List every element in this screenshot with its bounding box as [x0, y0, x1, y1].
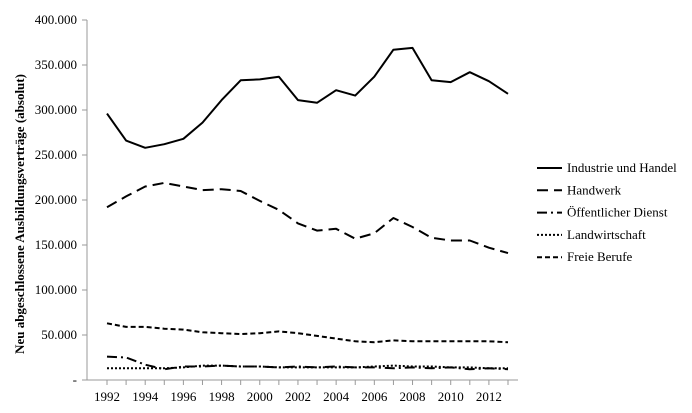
y-tick-label: 200.000 — [35, 192, 77, 207]
y-tick-label: 50.000 — [41, 327, 77, 342]
x-tick-label: 1994 — [132, 389, 159, 404]
x-tick-label: 2004 — [323, 389, 350, 404]
legend-label: Freie Berufe — [567, 249, 633, 264]
y-tick-label: 350.000 — [35, 57, 77, 72]
y-tick-label: - — [73, 372, 77, 387]
legend-label: Industrie und Handel — [567, 160, 677, 175]
legend-label: Handwerk — [567, 182, 622, 197]
x-tick-label: 1998 — [209, 389, 235, 404]
y-axis-title: Neu abgeschlossene Ausbildungsverträge (… — [12, 74, 27, 354]
x-tick-label: 2002 — [285, 389, 311, 404]
legend-label: Öffentlicher Dienst — [567, 205, 668, 220]
x-tick-label: 2008 — [400, 389, 426, 404]
x-tick-label: 1996 — [170, 389, 197, 404]
x-tick-label: 2010 — [438, 389, 464, 404]
x-tick-label: 2000 — [247, 389, 273, 404]
y-tick-label: 150.000 — [35, 237, 77, 252]
y-tick-label: 100.000 — [35, 282, 77, 297]
legend-label: Landwirtschaft — [567, 227, 646, 242]
y-tick-label: 250.000 — [35, 147, 77, 162]
series-line — [106, 181, 509, 255]
x-tick-label: 1992 — [94, 389, 120, 404]
plot-area: - 50.000 100.000 150.000 200.000 250.000 300.0… — [35, 12, 518, 404]
series-line — [106, 46, 509, 149]
series-line — [106, 322, 509, 344]
x-tick-label: 2006 — [361, 389, 388, 404]
x-tick-label: 2012 — [476, 389, 502, 404]
y-tick-label: 400.000 — [35, 12, 77, 27]
y-tick-label: 300.000 — [35, 102, 77, 117]
legend: Industrie und Handel Handwerk Öffentlicher… — [537, 160, 677, 264]
series-line — [107, 364, 508, 370]
